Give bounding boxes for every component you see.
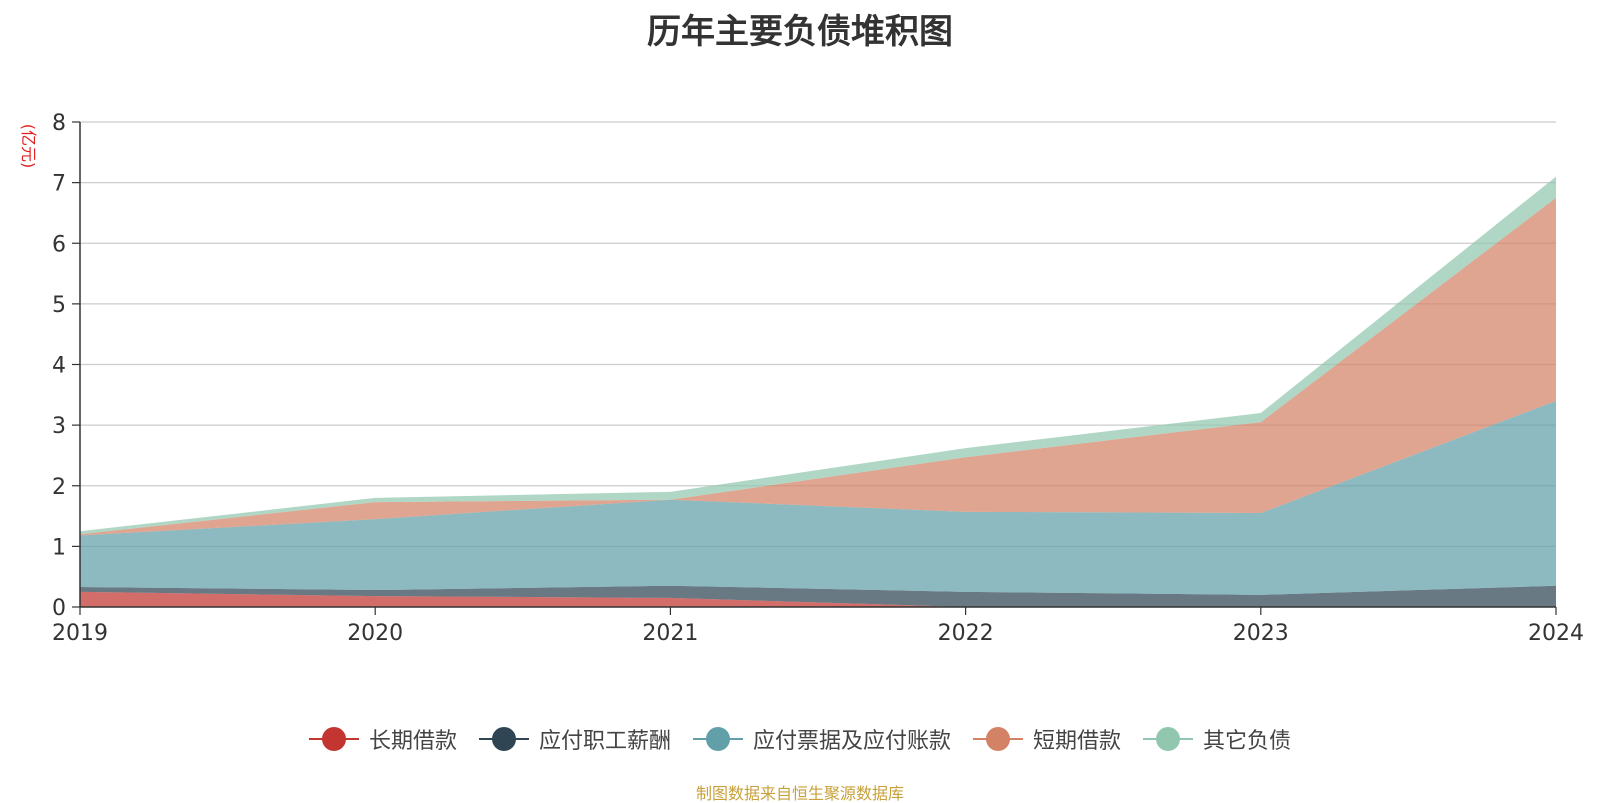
legend-swatch — [478, 727, 529, 751]
x-tick-label: 2020 — [347, 621, 403, 646]
x-tick-label: 2023 — [1233, 621, 1289, 646]
legend-label: 应付职工薪酬 — [538, 729, 671, 754]
legend-swatch — [308, 727, 359, 751]
legend-label: 其它负债 — [1203, 729, 1292, 754]
y-tick-label: 7 — [52, 172, 66, 197]
legend-label: 长期借款 — [368, 729, 457, 754]
legend-swatch — [1143, 727, 1194, 751]
y-tick-label: 3 — [52, 414, 66, 439]
legend-item-4[interactable]: 短期借款 — [973, 723, 1121, 755]
area-series-3 — [80, 400, 1556, 595]
y-tick-label: 4 — [52, 354, 66, 379]
area-series-1 — [80, 591, 1556, 607]
legend-item-5[interactable]: 其它负债 — [1143, 723, 1291, 755]
x-tick-label: 2021 — [642, 621, 698, 646]
legend-item-1[interactable]: 长期借款 — [308, 723, 457, 755]
x-tick-label: 2024 — [1528, 621, 1584, 646]
y-tick-label: 6 — [52, 232, 66, 257]
area-series-2 — [80, 585, 1556, 607]
y-tick-label: 5 — [52, 293, 66, 318]
legend-item-2[interactable]: 应付职工薪酬 — [478, 723, 671, 755]
legend-label: 应付票据及应付账款 — [752, 729, 951, 754]
x-tick-label: 2022 — [938, 621, 994, 646]
legend-item-3[interactable]: 应付票据及应付账款 — [692, 723, 951, 755]
y-tick-label: 1 — [52, 535, 66, 560]
y-axis-unit-label: (亿元) — [19, 124, 38, 169]
chart-legend: 长期借款 应付职工薪酬 应付票据及应付账款 短期借款 其它负债 — [0, 723, 1600, 755]
x-tick-label: 2019 — [52, 621, 108, 646]
chart-title: 历年主要负债堆积图 — [647, 12, 953, 52]
legend-swatch-dot — [321, 727, 346, 751]
y-tick-label: 8 — [52, 111, 66, 136]
legend-swatch-dot — [705, 727, 730, 751]
legend-swatch-dot — [1156, 727, 1181, 751]
legend-label: 短期借款 — [1033, 729, 1122, 754]
y-tick-label: 0 — [52, 596, 66, 621]
y-tick-label: 2 — [52, 475, 66, 500]
legend-swatch-dot — [491, 727, 516, 751]
legend-swatch-dot — [986, 727, 1010, 751]
legend-swatch — [692, 727, 743, 751]
source-note: 制图数据来自恒生聚源数据库 — [695, 784, 904, 803]
area-series-4 — [80, 197, 1556, 536]
legend-swatch — [973, 727, 1023, 751]
